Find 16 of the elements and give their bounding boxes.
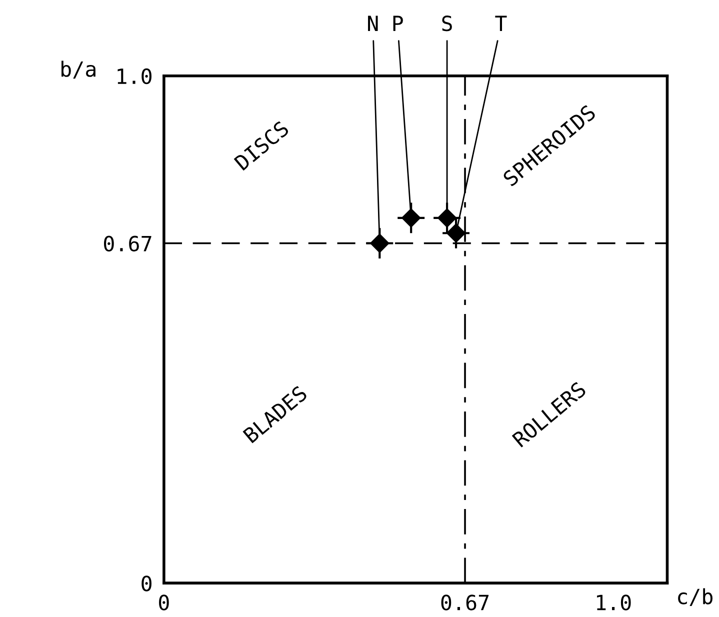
annotation: N: [368, 16, 378, 31]
y-tick-label: 0.67: [104, 236, 152, 252]
annotation: S: [442, 16, 452, 32]
point: [370, 234, 390, 253]
x-tick-label: 0.67: [441, 594, 489, 610]
x-tick-label: 0: [159, 594, 169, 610]
x-tick-label: 1.0: [596, 594, 631, 610]
y-tick-label: 1.0: [118, 68, 152, 84]
point: [402, 208, 421, 228]
annotation: T: [495, 16, 507, 31]
point: [438, 208, 457, 228]
y-tick-label: 0: [142, 576, 152, 592]
point: [446, 224, 466, 243]
x-axis-title: c/b: [678, 588, 712, 606]
y-axis-title: b/a: [62, 60, 96, 79]
annotation: P: [393, 16, 403, 31]
